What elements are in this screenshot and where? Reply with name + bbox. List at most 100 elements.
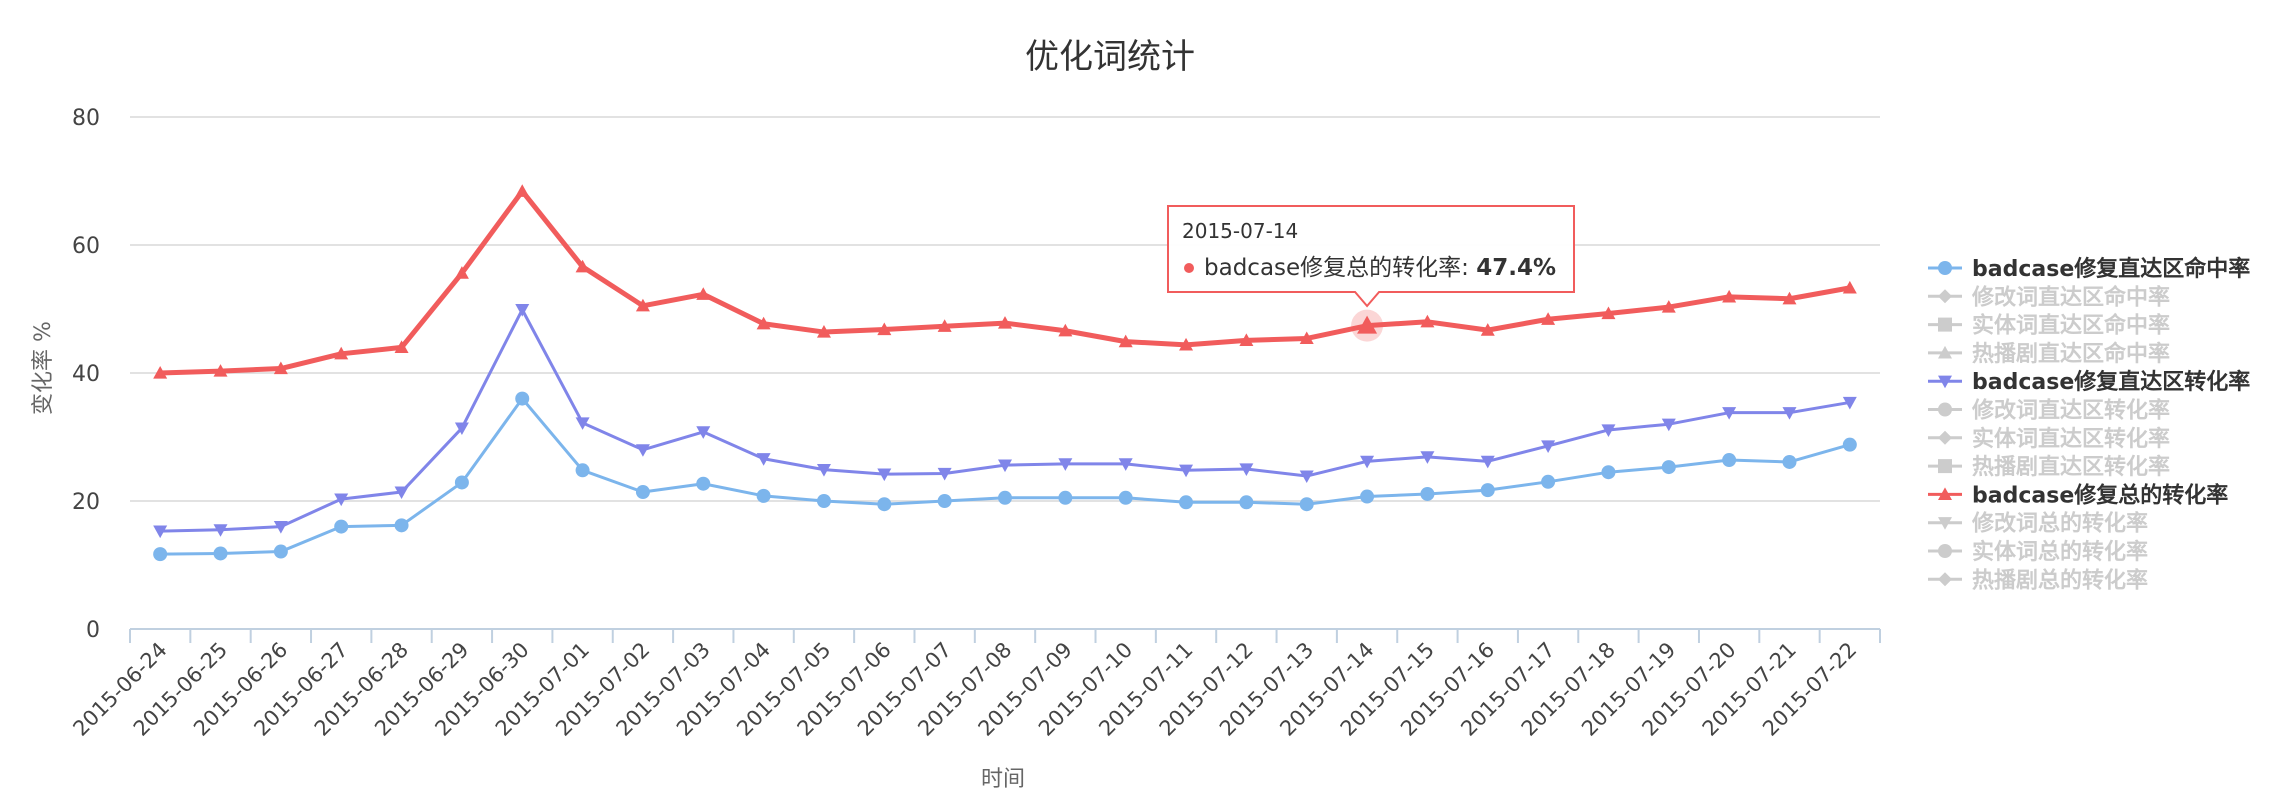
legend-item-badcase修复直达区转化率[interactable]: badcase修复直达区转化率 (1928, 369, 2250, 395)
legend-item-修改词总的转化率[interactable]: 修改词总的转化率 (1928, 511, 2148, 537)
data-point (1420, 451, 1435, 464)
legend-item-热播剧总的转化率[interactable]: 热播剧总的转化率 (1928, 567, 2148, 593)
data-point (1842, 396, 1857, 410)
data-point (515, 391, 530, 406)
data-point (1118, 334, 1133, 348)
data-point (1722, 407, 1737, 420)
data-point (816, 464, 831, 477)
tooltip-value: 47.4% (1476, 255, 1556, 281)
x-axis: 2015-06-242015-06-252015-06-262015-06-27… (68, 628, 1881, 741)
data-point (1480, 323, 1495, 336)
data-point (1601, 306, 1616, 320)
data-point (1360, 455, 1375, 469)
legend-label: 修改词直达区命中率 (1971, 284, 2170, 310)
legend-label: 实体词总的转化率 (1972, 539, 2148, 565)
legend-marker-icon (1938, 459, 1952, 474)
data-point (1541, 474, 1556, 489)
legend-item-修改词直达区转化率[interactable]: 修改词直达区转化率 (1928, 398, 2170, 424)
data-point (1239, 495, 1254, 510)
data-point (998, 316, 1012, 329)
data-point (1782, 454, 1797, 469)
hover-point (1357, 315, 1378, 334)
y-tick-label: 80 (72, 106, 100, 131)
data-point (756, 453, 771, 466)
legend-marker-icon (1938, 289, 1952, 304)
data-point (1480, 455, 1495, 469)
data-point (998, 459, 1012, 473)
x-axis-title: 时间 (981, 767, 1025, 792)
legend-item-修改词直达区命中率[interactable]: 修改词直达区命中率 (1928, 284, 2170, 310)
legend-item-badcase修复总的转化率[interactable]: badcase修复总的转化率 (1928, 482, 2228, 508)
data-point (937, 467, 952, 481)
data-point (1541, 440, 1556, 453)
y-tick-label: 20 (72, 490, 100, 515)
tooltip: 2015-07-14 badcase修复总的转化率: 47.4% (1167, 205, 1575, 342)
legend-item-热播剧直达区转化率[interactable]: 热播剧直达区转化率 (1928, 454, 2170, 480)
data-point (454, 475, 469, 490)
legend-marker-icon (1938, 572, 1952, 587)
legend-label: 热播剧直达区命中率 (1972, 341, 2170, 367)
data-point (1661, 418, 1676, 432)
data-point (213, 364, 228, 377)
data-point (1058, 458, 1073, 471)
legend-marker-icon (1938, 544, 1952, 558)
data-point (1661, 300, 1676, 313)
data-point (1842, 280, 1857, 294)
data-point (1179, 337, 1194, 351)
gridlines (130, 116, 1880, 502)
legend-marker-icon (1938, 487, 1952, 500)
legend-label: badcase修复直达区命中率 (1972, 256, 2250, 282)
legend-label: 修改词直达区转化率 (1971, 398, 2170, 424)
tooltip-box (1167, 205, 1575, 308)
data-point (153, 547, 168, 562)
data-point (635, 444, 650, 457)
data-point (1239, 463, 1254, 476)
data-point (816, 325, 831, 338)
legend-item-实体词总的转化率[interactable]: 实体词总的转化率 (1928, 539, 2148, 565)
legend-marker-icon (1938, 375, 1952, 389)
legend-item-实体词直达区命中率[interactable]: 实体词直达区命中率 (1928, 313, 2170, 339)
data-point (1420, 314, 1435, 328)
data-point (394, 340, 409, 353)
data-point (153, 366, 168, 379)
data-point (394, 486, 409, 500)
data-point (816, 494, 831, 508)
data-point (1782, 407, 1797, 420)
data-point (1601, 424, 1616, 437)
data-point (454, 266, 469, 279)
y-tick-label: 40 (72, 362, 100, 387)
data-point (877, 497, 892, 512)
data-point (334, 493, 349, 507)
y-tick-label: 60 (72, 234, 100, 259)
data-point (696, 426, 711, 439)
data-point (1179, 464, 1194, 478)
data-point (1299, 497, 1314, 512)
data-point (1420, 486, 1435, 501)
legend-label: 实体词直达区命中率 (1972, 313, 2170, 339)
data-point (1299, 470, 1314, 484)
legend: badcase修复直达区命中率修改词直达区命中率实体词直达区命中率热播剧直达区命… (1928, 256, 2250, 593)
data-point (575, 259, 590, 273)
legend-marker-icon (1938, 317, 1952, 332)
data-point (334, 519, 349, 534)
data-point (1239, 333, 1254, 346)
data-point (575, 463, 590, 478)
legend-item-热播剧直达区命中率[interactable]: 热播剧直达区命中率 (1928, 341, 2170, 367)
data-point (877, 322, 892, 336)
legend-label: 实体词直达区转化率 (1972, 426, 2170, 452)
data-point (153, 525, 168, 539)
series-line (160, 188, 1851, 376)
data-point (213, 546, 228, 561)
series-badcase修复总的转化率 (153, 184, 1857, 379)
legend-item-实体词直达区转化率[interactable]: 实体词直达区转化率 (1928, 426, 2170, 452)
data-point (273, 544, 288, 559)
data-point (696, 476, 711, 491)
data-point (1661, 460, 1676, 475)
tooltip-series-label: badcase修复总的转化率: 47.4% (1204, 255, 1556, 281)
series-badcase修复直达区转化率 (153, 304, 1857, 539)
data-point (635, 485, 650, 500)
legend-item-badcase修复直达区命中率[interactable]: badcase修复直达区命中率 (1928, 256, 2250, 282)
data-point (1360, 489, 1375, 504)
